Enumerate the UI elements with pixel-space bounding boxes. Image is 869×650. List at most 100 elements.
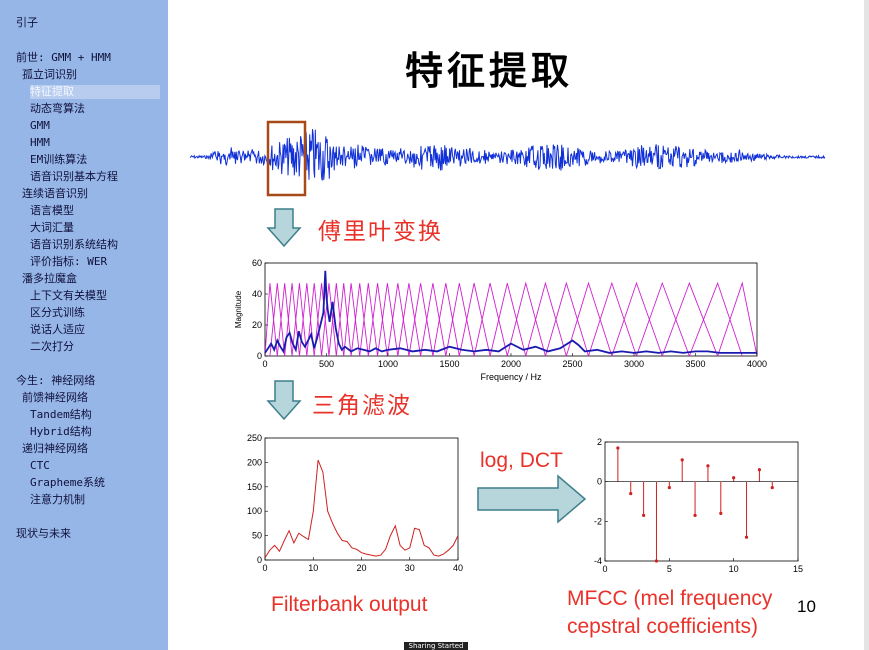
x-tick-label: 500: [319, 359, 334, 369]
y-tick-label: 2: [597, 437, 602, 447]
x-tick-label: 2500: [562, 359, 582, 369]
sidebar-item[interactable]: 现状与未来: [16, 527, 71, 540]
sidebar-item[interactable]: 前馈神经网络: [22, 391, 88, 404]
mfcc-point: [719, 511, 723, 515]
filterbank-line: [264, 459, 459, 558]
mel-filter-triangle: [313, 283, 330, 357]
mel-filter-triangle: [321, 283, 337, 357]
x-tick-label: 40: [453, 563, 463, 573]
y-tick-label: 100: [247, 506, 262, 516]
x-tick-label: 0: [262, 563, 267, 573]
x-axis-label: Frequency / Hz: [480, 372, 542, 382]
x-tick-label: 1500: [439, 359, 459, 369]
y-tick-label: 150: [247, 482, 262, 492]
sidebar-item[interactable]: 递归神经网络: [22, 442, 88, 455]
sidebar-item[interactable]: 上下文有关模型: [30, 289, 107, 302]
x-tick-label: 10: [729, 564, 739, 574]
mel-filter-triangle: [335, 283, 352, 357]
sidebar-item[interactable]: CTC: [30, 459, 50, 472]
mfcc-point: [757, 468, 762, 472]
sidebar-item[interactable]: 大词汇量: [30, 221, 74, 234]
spectrum-chart: 0 500 1000 1500 2000 2500 3000 3500 4000 0 20 40 60 F…: [234, 258, 767, 382]
mfcc-point: [732, 476, 736, 480]
x-tick-label: 2000: [501, 359, 521, 369]
sidebar-item[interactable]: 潘多拉魔盒: [22, 272, 77, 285]
mfcc-point: [616, 446, 620, 450]
sidebar-item[interactable]: 二次打分: [30, 340, 74, 353]
mfcc-point: [744, 535, 749, 539]
y-tick-label: 0: [257, 555, 262, 565]
sidebar-item[interactable]: 语言模型: [30, 204, 74, 217]
mfcc-chart: 0 5 10 15 -4 -2 0 2: [594, 437, 803, 574]
x-tick-label: 30: [405, 563, 415, 573]
mel-filter-triangle: [458, 283, 491, 357]
mfcc-caption-line1: MFCC (mel frequency: [567, 587, 773, 610]
y-tick-label: 20: [252, 320, 262, 330]
mel-filter-triangle: [386, 283, 410, 357]
sidebar-item[interactable]: Tandem结构: [30, 408, 92, 421]
sidebar-item[interactable]: 说话人适应: [30, 323, 85, 336]
sidebar-item[interactable]: HMM: [30, 136, 50, 149]
analysis-window-box: [266, 120, 307, 197]
mfcc-point: [680, 458, 684, 462]
triangle-filter-label: 三角滤波: [312, 393, 412, 419]
y-tick-label: 60: [252, 258, 262, 268]
mel-filter-triangle: [525, 281, 567, 357]
sidebar-item[interactable]: 特征提取: [30, 85, 160, 99]
mfcc-point: [770, 486, 774, 490]
sidebar-item[interactable]: Grapheme系统: [30, 476, 105, 489]
x-tick-label: 0: [262, 359, 267, 369]
y-tick-label: 0: [257, 351, 262, 361]
sidebar-item[interactable]: 注意力机制: [30, 493, 85, 506]
mel-filter-triangle: [359, 283, 378, 357]
y-tick-label: -2: [594, 516, 602, 526]
filterbank-caption: Filterbank output: [271, 593, 428, 616]
mel-filter-triangle: [473, 283, 508, 357]
mel-filter-triangle: [717, 281, 758, 357]
sidebar-item[interactable]: 前世: GMM + HMM: [16, 51, 111, 64]
mel-filter-triangle: [264, 283, 278, 357]
y-axis-label: Magnitude: [234, 290, 243, 328]
sidebar-item[interactable]: 区分式训练: [30, 306, 85, 319]
spectrum-line: [264, 270, 757, 354]
mel-filter-triangle: [445, 283, 475, 357]
sidebar-item[interactable]: 动态弯算法: [30, 102, 85, 115]
mel-filter-triangle: [506, 281, 546, 357]
y-tick-label: 40: [252, 289, 262, 299]
x-tick-label: 4000: [747, 359, 767, 369]
mfcc-point: [693, 513, 697, 517]
mel-filter-triangle: [661, 281, 719, 357]
mel-filter-triangle: [408, 283, 434, 357]
sidebar-item[interactable]: Hybrid结构: [30, 425, 92, 438]
window-edge: [864, 0, 869, 650]
sidebar-item[interactable]: 语音识别系统结构: [30, 238, 118, 251]
sidebar-item[interactable]: EM训练算法: [30, 153, 88, 166]
log-dct-label: log, DCT: [480, 449, 563, 472]
sidebar-item[interactable]: 孤立词识别: [22, 68, 77, 81]
sidebar-item[interactable]: GMM: [30, 119, 50, 132]
sidebar-item[interactable]: 引子: [16, 16, 38, 29]
mel-filter-triangle: [545, 281, 589, 357]
sidebar-item[interactable]: 今生: 神经网络: [16, 374, 96, 387]
sidebar-item[interactable]: 连续语音识别: [22, 187, 88, 200]
slide-number: 10: [797, 597, 816, 616]
x-tick-label: 10: [308, 563, 318, 573]
mel-filter-triangle: [397, 283, 422, 357]
y-tick-label: -4: [594, 556, 602, 566]
mel-filter-triangle: [343, 283, 361, 357]
filterbank-chart: 0 10 20 30 40 0 50 100 150 200 250: [247, 433, 463, 573]
mel-filter-triangle: [611, 281, 663, 357]
mel-filter-triangle: [588, 281, 637, 357]
sharing-status-badge: Sharing Started: [404, 642, 468, 650]
x-tick-label: 0: [602, 564, 607, 574]
y-tick-label: 250: [247, 433, 262, 443]
mel-filter-triangle: [284, 283, 300, 357]
plot-area: [604, 441, 799, 562]
mfcc-point: [654, 559, 659, 563]
sidebar-item[interactable]: 评价指标: WER: [30, 255, 108, 268]
mel-filter-triangle: [432, 283, 460, 357]
waveform: [189, 129, 826, 181]
sidebar-item[interactable]: 语音识别基本方程: [30, 170, 118, 183]
mel-filter-triangle: [565, 281, 613, 357]
